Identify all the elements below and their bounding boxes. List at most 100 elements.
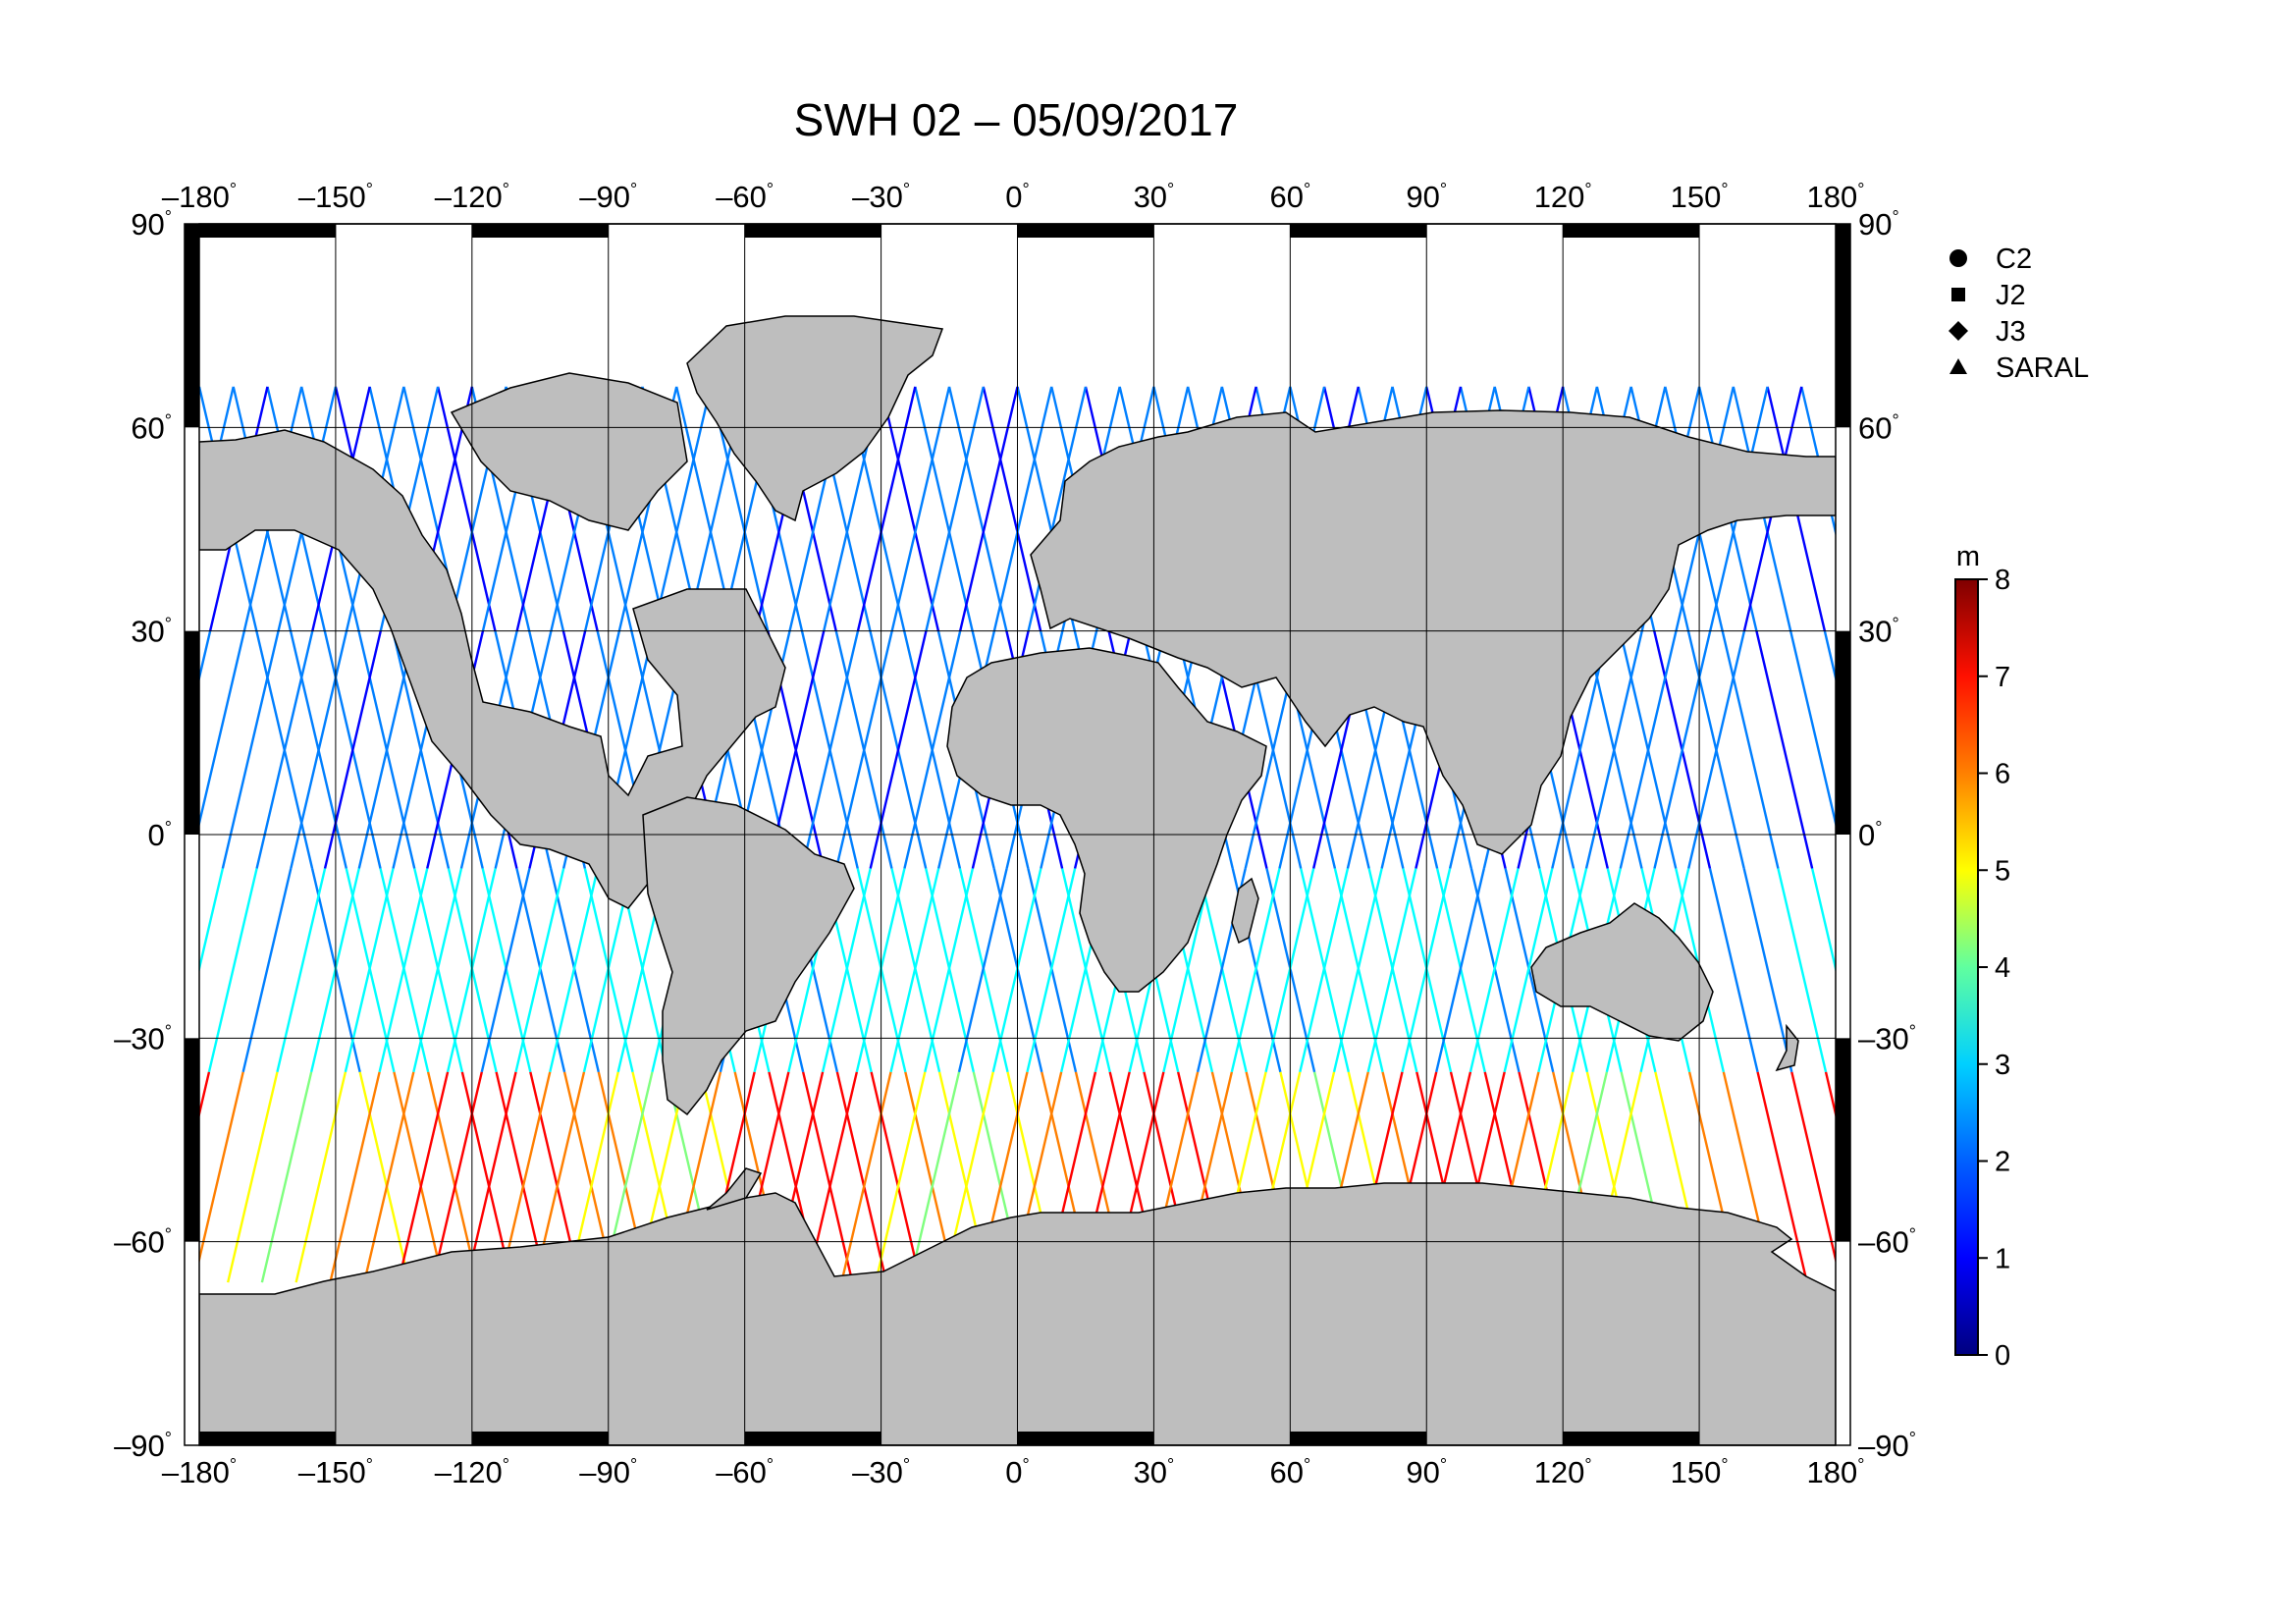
track-segment <box>835 1071 888 1283</box>
lon-tick-label-top: 30° <box>1134 180 1175 214</box>
track-segment <box>199 1071 211 1119</box>
colorbar-tick-label: 3 <box>1995 1050 2010 1081</box>
track-segment <box>24 1072 73 1282</box>
track-segment <box>802 1071 854 1283</box>
lon-tick-label-bottom: 180° <box>1807 1455 1865 1489</box>
lon-tick-label-top: 120° <box>1534 180 1592 214</box>
colorbar-tick-label: 6 <box>1995 759 2010 790</box>
lon-tick-label-top: –60° <box>716 180 774 214</box>
legend-label: SARAL <box>1996 352 2089 384</box>
track-segment <box>1755 630 1814 869</box>
lon-tick-label-top: –90° <box>579 180 637 214</box>
frame-bar-top <box>1017 224 1154 238</box>
lat-tick-label-right: 90° <box>1858 207 1899 242</box>
lon-tick-label-bottom: 90° <box>1406 1455 1447 1489</box>
colorbar-tick-label: 8 <box>1995 565 2010 596</box>
lon-tick-label-bottom: –90° <box>579 1455 637 1489</box>
track-segment <box>199 630 212 683</box>
land-south-america <box>642 796 855 1116</box>
lon-tick-label-top: –30° <box>852 180 910 214</box>
frame-bar-right <box>1836 1038 1850 1242</box>
lat-tick-label-left: 30° <box>131 615 172 649</box>
track-segment <box>294 1071 347 1283</box>
colorbar: m 0 1 2 3 4 5 6 7 8 <box>1954 541 2010 1372</box>
frame-bar-bottom <box>199 1432 336 1445</box>
legend-item-saral: SARAL <box>1949 352 2089 384</box>
lat-tick-label-right: –90° <box>1858 1429 1916 1463</box>
frame-bar-bottom <box>1017 1432 1154 1445</box>
graticule <box>199 224 1836 1445</box>
track-segment <box>1551 630 1610 869</box>
lat-tick-label-right: –30° <box>1858 1021 1916 1055</box>
circle-marker-icon <box>1949 249 1967 267</box>
frame-bar-bottom <box>1290 1432 1427 1445</box>
frame-bar-top <box>1290 224 1427 238</box>
colorbar-tick-label: 0 <box>1995 1340 2010 1372</box>
track-segment <box>1823 630 1836 683</box>
frame-bar-top <box>744 224 881 238</box>
colorbar-tick-label: 5 <box>1995 855 2010 887</box>
frame-checker-bars <box>185 224 1850 1445</box>
lon-tick-label-top: 0° <box>1005 180 1029 214</box>
lon-tick-label-bottom: –150° <box>298 1455 373 1489</box>
track-segment <box>1789 630 1836 829</box>
land-greenland <box>686 315 944 522</box>
track-segment <box>465 1071 517 1283</box>
land-africa <box>946 647 1267 993</box>
lon-tick-label-top: –120° <box>435 180 509 214</box>
lon-tick-label-bottom: 0° <box>1005 1455 1029 1489</box>
tick-labels: –180° –180° –150° –150° –120° –120° –90° –90° –6… <box>114 180 1916 1489</box>
track-segment <box>1721 630 1780 869</box>
track-segment <box>1687 630 1746 869</box>
land-madagascar <box>1231 877 1259 945</box>
lon-tick-label-bottom: –30° <box>852 1455 910 1489</box>
track-segment <box>199 630 246 829</box>
colorbar-unit: m <box>1956 541 1980 572</box>
square-marker-icon <box>1951 288 1965 301</box>
lon-tick-label-bottom: –180° <box>162 1455 237 1489</box>
track-segment <box>1653 630 1712 869</box>
track-segment <box>329 1071 381 1283</box>
legend-label: J2 <box>1996 280 2026 311</box>
lat-tick-label-right: 60° <box>1858 410 1899 445</box>
lat-tick-label-left: 60° <box>131 410 172 445</box>
track-segment <box>199 1071 244 1265</box>
track-segment <box>1810 868 1836 974</box>
lon-tick-label-top: 60° <box>1269 180 1310 214</box>
lat-tick-label-left: 0° <box>148 818 172 852</box>
track-segment <box>1824 1071 1836 1119</box>
frame-bar-right <box>1836 630 1850 835</box>
lon-tick-label-top: 150° <box>1671 180 1729 214</box>
legend-item-j2: J2 <box>1951 280 2026 311</box>
track-segment <box>903 630 962 869</box>
track-segment <box>1619 630 1678 869</box>
track-segment <box>38 869 86 1072</box>
track-segment <box>870 1071 923 1283</box>
track-segment <box>227 1071 279 1283</box>
track-segment <box>834 630 893 869</box>
frame-bar-right <box>1836 224 1850 428</box>
track-segment <box>323 630 382 869</box>
frame-bar-bottom <box>1563 1432 1700 1445</box>
track-segment <box>460 1071 513 1283</box>
frame-bar-top <box>471 224 609 238</box>
track-segment <box>431 1071 483 1283</box>
lat-tick-label-left: –30° <box>114 1021 172 1055</box>
frame-bar-left <box>185 224 199 428</box>
frame-bar-top <box>1563 224 1700 238</box>
track-segment <box>1584 630 1643 869</box>
legend-label: C2 <box>1996 243 2032 275</box>
colorbar-gradient <box>1954 578 1979 1356</box>
frame-bar-left <box>185 1038 199 1242</box>
track-segment <box>426 1071 479 1283</box>
track-segment <box>869 630 928 869</box>
colorbar-ticks: 0 1 2 3 4 5 6 7 8 <box>1978 565 2010 1372</box>
lat-tick-label-left: 90° <box>131 207 172 242</box>
land-antarctic-peninsula <box>706 1167 763 1211</box>
land-arctic-archipelago <box>450 372 688 531</box>
legend-item-c2: C2 <box>1949 243 2032 275</box>
lon-tick-label-bottom: –60° <box>716 1455 774 1489</box>
legend-item-j3: J3 <box>1949 316 2026 348</box>
track-segment <box>874 1071 927 1283</box>
